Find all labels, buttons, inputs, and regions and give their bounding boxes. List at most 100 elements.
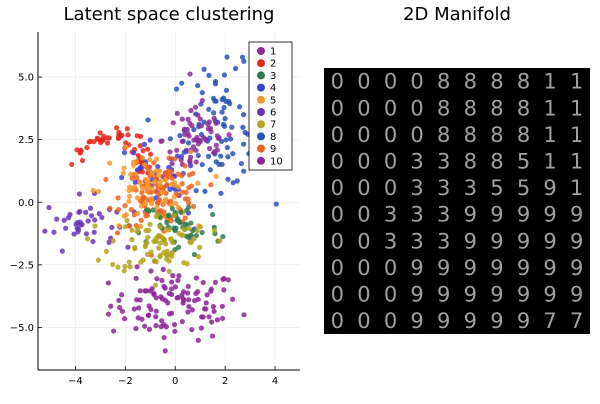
manifold-digit: 3 (410, 150, 423, 174)
data-point (91, 229, 97, 235)
data-point (211, 115, 217, 121)
data-point (206, 72, 212, 79)
manifold-digit: 8 (464, 123, 477, 147)
data-point (219, 109, 225, 115)
manifold-digit: 0 (357, 256, 370, 280)
data-point (194, 228, 200, 234)
data-point (197, 244, 203, 250)
data-point (157, 240, 164, 246)
data-point (180, 232, 186, 238)
data-point (83, 209, 89, 215)
data-point (51, 229, 57, 235)
data-point (225, 176, 231, 182)
data-point (225, 277, 231, 283)
manifold-digit: 9 (543, 176, 556, 200)
data-point (110, 328, 117, 334)
data-point (226, 132, 232, 138)
data-point (198, 325, 205, 331)
manifold-digit: 9 (464, 309, 477, 333)
data-point (98, 139, 104, 146)
manifold-digit: 0 (357, 150, 370, 174)
data-point (199, 314, 205, 320)
data-point (167, 186, 173, 192)
data-point (137, 143, 143, 149)
data-point (186, 172, 193, 178)
data-point (161, 334, 167, 341)
data-point (234, 178, 240, 184)
data-point (166, 213, 172, 219)
data-point (96, 211, 102, 217)
data-point (178, 209, 184, 215)
data-point (61, 217, 67, 223)
data-point (84, 144, 90, 151)
data-point (179, 138, 185, 145)
data-point (120, 170, 126, 176)
data-point (205, 153, 212, 159)
data-point (221, 276, 227, 282)
data-point (154, 204, 160, 210)
data-point (195, 337, 201, 343)
legend-label-1: 1 (270, 47, 276, 58)
manifold-digit: 9 (517, 309, 530, 333)
data-point (207, 167, 213, 173)
manifold-digit: 3 (437, 176, 450, 200)
legend-marker-6 (257, 108, 265, 116)
data-point (133, 275, 139, 281)
manifold-digit: 9 (517, 256, 530, 280)
manifold-digit: 1 (570, 123, 583, 147)
data-point (162, 177, 169, 183)
data-point (155, 164, 161, 170)
data-point (169, 279, 175, 285)
data-point (105, 280, 111, 286)
manifold-digit: 8 (490, 96, 503, 120)
data-point (145, 146, 151, 152)
data-point (107, 160, 113, 166)
data-point (180, 296, 186, 302)
data-point (224, 144, 231, 151)
data-point (185, 283, 191, 290)
data-point (116, 297, 122, 304)
data-point (163, 241, 169, 247)
manifold-digit: 0 (331, 70, 344, 94)
manifold-digit: 8 (517, 70, 530, 94)
legend-label-3: 3 (270, 71, 276, 82)
data-point (137, 288, 143, 294)
data-point (134, 264, 140, 270)
data-point (138, 217, 144, 223)
data-point (188, 148, 194, 155)
data-point (84, 236, 91, 242)
manifold-digit: 5 (517, 150, 530, 174)
series-1-points (158, 71, 232, 180)
x-tick-label: 4 (272, 376, 278, 387)
data-point (121, 165, 127, 171)
data-point (148, 268, 154, 274)
manifold-digit: 8 (464, 150, 477, 174)
manifold-digit: 8 (517, 96, 530, 120)
manifold-digit: 1 (570, 150, 583, 174)
data-point (193, 147, 199, 153)
data-point (153, 295, 159, 301)
data-point (187, 163, 194, 169)
legend-marker-5 (257, 95, 265, 104)
data-point (71, 231, 77, 237)
legend-label-4: 4 (270, 83, 276, 94)
data-point (195, 296, 201, 302)
manifold-digit: 8 (464, 70, 477, 94)
data-point (182, 215, 188, 221)
y-tick-label: −2.5 (10, 260, 34, 271)
data-point (79, 157, 86, 164)
data-point (239, 54, 246, 60)
data-point (138, 259, 144, 265)
manifold-digit: 0 (384, 150, 397, 174)
data-point (273, 201, 279, 207)
manifold-digit: 9 (517, 229, 530, 253)
data-point (105, 311, 112, 317)
manifold-digit: 8 (437, 70, 450, 94)
data-point (175, 277, 181, 283)
data-point (145, 234, 151, 240)
manifold-digit: 9 (490, 229, 503, 253)
data-point (138, 198, 144, 204)
data-point (146, 326, 153, 332)
manifold-digit: 0 (331, 256, 344, 280)
data-point (157, 182, 163, 188)
